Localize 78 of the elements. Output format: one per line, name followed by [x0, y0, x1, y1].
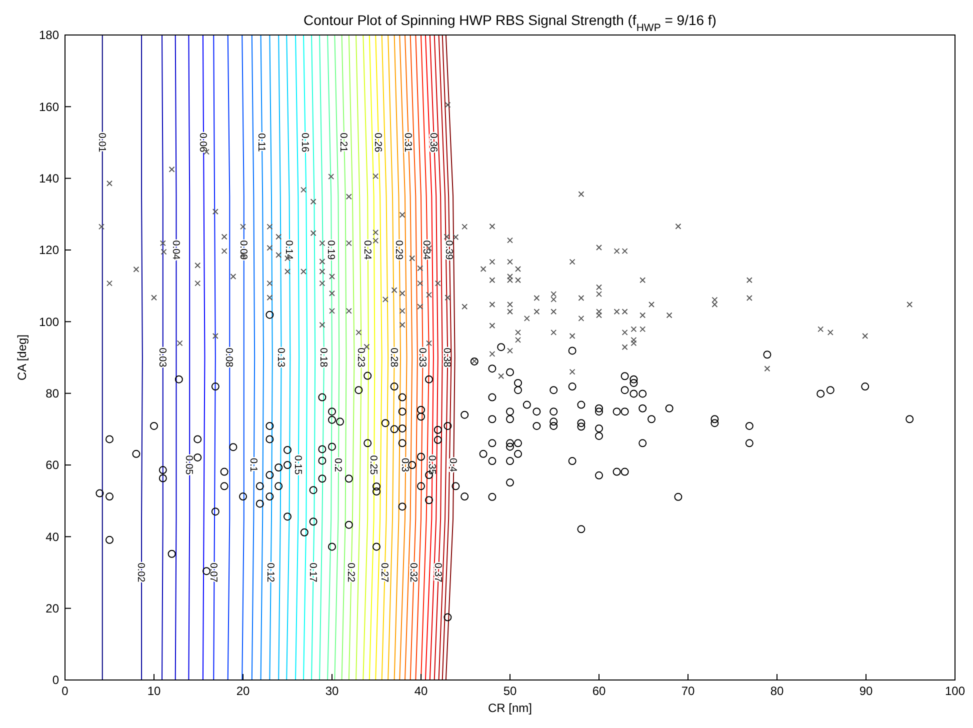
text: 0.31	[402, 132, 414, 153]
x-tick-label: 40	[414, 684, 428, 698]
text: 0.3	[399, 458, 410, 472]
line-series	[341, 34, 347, 680]
text: 0.4	[447, 458, 458, 472]
y-tick-label: 80	[46, 386, 60, 401]
text: 0.01	[96, 132, 107, 153]
text: 0.32	[407, 562, 418, 583]
y-tick-label: 40	[46, 530, 60, 544]
text: 0.05	[183, 455, 194, 476]
x-tick-label: 60	[592, 684, 606, 698]
x-axis-title: CR [nm]	[488, 701, 532, 715]
x-tick-label: 100	[944, 684, 966, 698]
text: 0.19	[324, 240, 336, 260]
text: 0.26	[372, 132, 384, 153]
text: 0.1	[247, 458, 258, 472]
text: 0.11	[255, 133, 266, 152]
line-series	[162, 34, 164, 680]
text: 0.22	[344, 562, 356, 583]
text: 0.29	[392, 240, 404, 260]
text: 0.35	[426, 455, 437, 476]
text: 0.27	[378, 562, 390, 583]
text: 0.03	[156, 348, 168, 368]
text: 0.09	[237, 240, 248, 260]
text: 0.21	[338, 132, 349, 153]
line-series	[260, 34, 264, 680]
text: 0.04	[170, 240, 181, 260]
chart-title: Contour Plot of Spinning HWP RBS Signal Strength (f$_{HWP}$ = 9/16 f)	[304, 12, 716, 34]
text: 0.36	[428, 132, 439, 153]
text: 0.14	[283, 240, 294, 260]
y-tick-label: 0	[52, 673, 60, 688]
text: 0.38	[441, 348, 452, 368]
y-axis-title: CA [deg]	[15, 334, 29, 381]
text: 0.34	[420, 240, 432, 260]
x-tick-label: 80	[770, 684, 784, 698]
line-series	[348, 34, 355, 680]
line-series	[442, 34, 452, 680]
x-tick-label: 30	[325, 684, 339, 698]
line-series	[445, 34, 456, 680]
text: 0.24	[361, 240, 372, 260]
text: 0.08	[223, 348, 234, 368]
x-tick-label: 0	[62, 684, 69, 698]
text: 0.12	[264, 562, 276, 583]
x-tick-label: 50	[503, 684, 517, 698]
text: 0.17	[306, 562, 318, 583]
text: 0.33	[416, 348, 428, 368]
text: 0.02	[135, 562, 146, 583]
line-series	[141, 34, 143, 680]
y-tick-label: 120	[38, 243, 60, 258]
y-tick-label: 60	[46, 458, 60, 472]
text: 0.06	[197, 132, 208, 153]
line-series	[251, 34, 256, 680]
y-tick-label: 100	[38, 314, 60, 329]
line-series	[202, 34, 206, 680]
y-tick-label: 20	[46, 602, 60, 616]
text: 0.28	[388, 348, 399, 368]
line-series	[334, 34, 340, 680]
text: 0.39	[442, 240, 454, 260]
line-series	[381, 34, 389, 680]
y-tick-label: 140	[38, 172, 60, 186]
x-tick-label: 20	[236, 684, 250, 698]
text: 0.13	[274, 348, 286, 368]
x-tick-label: 70	[681, 684, 695, 698]
text: 0.16	[298, 132, 310, 153]
text: 0.18	[317, 348, 328, 368]
text: 0.37	[432, 562, 444, 583]
x-tick-label: 10	[147, 684, 161, 698]
y-tick-label: 180	[38, 28, 60, 42]
text: 0.2	[332, 458, 344, 472]
y-tick-label: 160	[38, 100, 60, 114]
text: 0.25	[368, 455, 379, 476]
line-series	[295, 34, 300, 680]
x-tick-label: 90	[859, 684, 873, 698]
text: 0.23	[354, 348, 366, 368]
line-series	[269, 34, 273, 680]
text: 0.07	[208, 562, 219, 583]
text: 0.15	[292, 455, 303, 476]
line-series	[303, 34, 308, 680]
